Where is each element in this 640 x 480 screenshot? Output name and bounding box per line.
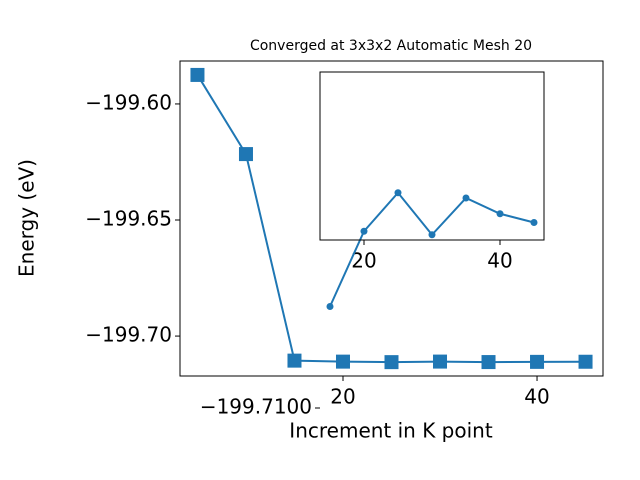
y-tick-label: −199.7100 (200, 395, 312, 419)
plot-frame (179, 60, 604, 377)
marker (287, 353, 302, 368)
y-tick-label: −199.70 (85, 323, 172, 347)
marker (190, 67, 205, 82)
marker (238, 147, 253, 162)
x-tick-label: 40 (524, 385, 549, 409)
chart-title: Converged at 3x3x2 Automatic Mesh 20 (250, 38, 532, 54)
x-tick-label: 20 (351, 249, 376, 273)
x-axis-label: Increment in K point (289, 419, 493, 443)
y-axis-label: Energy (eV) (15, 159, 39, 277)
plot-area (320, 72, 544, 240)
marker (394, 189, 402, 197)
y-tick-label: −199.60 (85, 90, 172, 114)
marker (326, 303, 334, 310)
marker (578, 354, 593, 369)
marker (462, 194, 470, 202)
x-tick-label: 20 (330, 385, 355, 409)
marker (433, 354, 448, 369)
marker (335, 354, 350, 369)
marker (530, 354, 545, 369)
marker (428, 231, 436, 239)
plot-frame (319, 71, 545, 241)
marker (481, 355, 496, 370)
marker (496, 210, 504, 218)
marker (360, 227, 368, 235)
marker (384, 355, 399, 370)
y-tick-label: −199.65 (85, 207, 172, 231)
x-tick-label: 40 (487, 249, 512, 273)
marker (530, 219, 538, 226)
